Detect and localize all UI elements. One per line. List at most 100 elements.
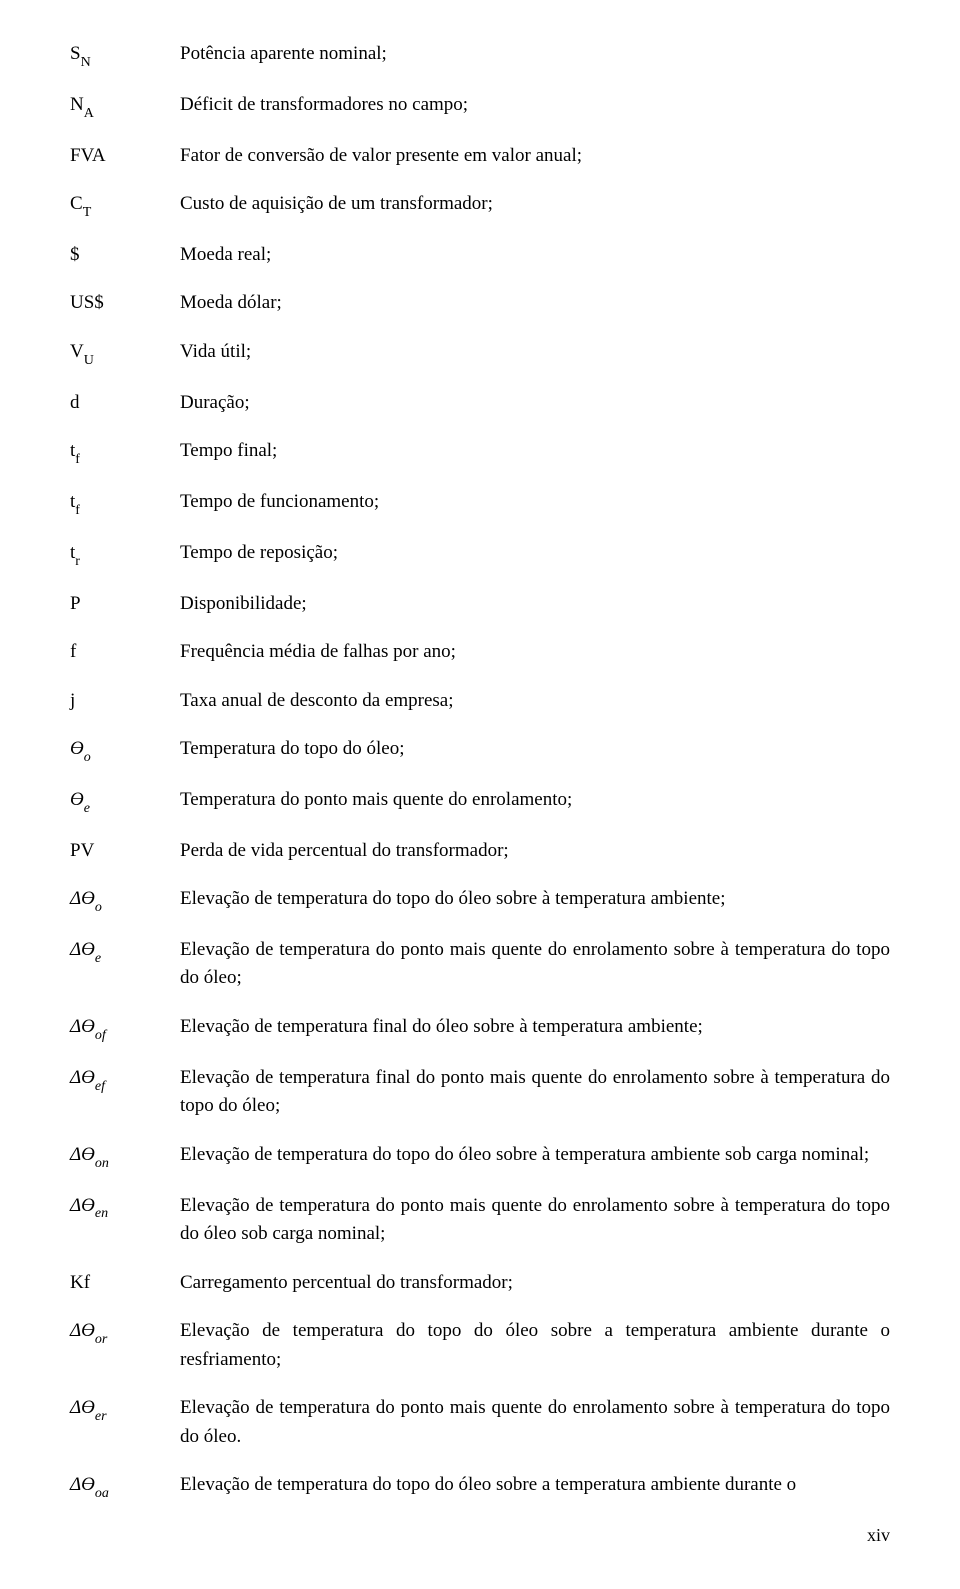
definition-text: Frequência média de falhas por ano; xyxy=(180,638,890,667)
symbol-subscript: f xyxy=(75,452,80,467)
symbol: PV xyxy=(70,837,180,866)
definition-row: ΔϴonElevação de temperatura do topo do ó… xyxy=(70,1141,890,1172)
symbol-subscript: f xyxy=(75,503,80,518)
symbol-subscript: ef xyxy=(95,1079,105,1094)
symbol-subscript: of xyxy=(95,1028,106,1043)
symbol-subscript: T xyxy=(83,205,92,220)
symbol-main: V xyxy=(70,341,84,362)
symbol: ϴo xyxy=(70,735,180,766)
definition-text: Taxa anual de desconto da empresa; xyxy=(180,687,890,716)
definition-text: Elevação de temperatura do ponto mais qu… xyxy=(180,1192,890,1249)
symbol: tf xyxy=(70,437,180,468)
symbol-main: US$ xyxy=(70,292,104,313)
definition-text: Custo de aquisição de um transformador; xyxy=(180,190,890,219)
definition-text: Temperatura do ponto mais quente do enro… xyxy=(180,786,890,815)
symbol-main: Δϴ xyxy=(70,888,95,909)
definition-text: Elevação de temperatura do ponto mais qu… xyxy=(180,936,890,993)
symbol-main: Δϴ xyxy=(70,1320,95,1341)
symbol: US$ xyxy=(70,289,180,318)
symbol-main: d xyxy=(70,392,80,413)
symbol-main: S xyxy=(70,43,81,64)
symbol: Kf xyxy=(70,1269,180,1298)
symbol-subscript: e xyxy=(95,951,101,966)
definition-text: Moeda dólar; xyxy=(180,289,890,318)
definition-text: Fator de conversão de valor presente em … xyxy=(180,142,890,171)
definition-row: NADéficit de transformadores no campo; xyxy=(70,91,890,122)
symbol: Δϴen xyxy=(70,1192,180,1223)
symbol: j xyxy=(70,687,180,716)
symbol: Δϴon xyxy=(70,1141,180,1172)
definition-text: Tempo final; xyxy=(180,437,890,466)
symbol-subscript: r xyxy=(75,554,80,569)
symbol-main: P xyxy=(70,593,81,614)
symbol-main: FVA xyxy=(70,145,106,166)
definition-text: Elevação de temperatura final do óleo so… xyxy=(180,1013,890,1042)
definition-row: $ Moeda real; xyxy=(70,241,890,270)
symbol: $ xyxy=(70,241,180,270)
symbol: ϴe xyxy=(70,786,180,817)
symbol-main: Δϴ xyxy=(70,939,95,960)
definition-row: ΔϴerElevação de temperatura do ponto mai… xyxy=(70,1394,890,1451)
symbol: d xyxy=(70,389,180,418)
definition-row: fFrequência média de falhas por ano; xyxy=(70,638,890,667)
symbol-main: N xyxy=(70,94,84,115)
definition-row: SNPotência aparente nominal; xyxy=(70,40,890,71)
symbol: Δϴoa xyxy=(70,1471,180,1502)
symbol-main: PV xyxy=(70,840,94,861)
symbol-subscript: en xyxy=(95,1206,108,1221)
definition-text: Elevação de temperatura do ponto mais qu… xyxy=(180,1394,890,1451)
symbol-main: Δϴ xyxy=(70,1067,95,1088)
definition-text: Elevação de temperatura do topo do óleo … xyxy=(180,1471,890,1500)
definition-text: Duração; xyxy=(180,389,890,418)
symbol: FVA xyxy=(70,142,180,171)
definition-row: US$ Moeda dólar; xyxy=(70,289,890,318)
definition-text: Elevação de temperatura do topo do óleo … xyxy=(180,1317,890,1374)
symbol: Δϴef xyxy=(70,1064,180,1095)
definition-row: CTCusto de aquisição de um transformador… xyxy=(70,190,890,221)
definition-row: FVA Fator de conversão de valor presente … xyxy=(70,142,890,171)
symbol: Δϴof xyxy=(70,1013,180,1044)
symbol: Δϴer xyxy=(70,1394,180,1425)
symbol: CT xyxy=(70,190,180,221)
symbol-subscript: er xyxy=(95,1409,107,1424)
definition-row: ΔϴoaElevação de temperatura do topo do ó… xyxy=(70,1471,890,1502)
symbol-subscript: on xyxy=(95,1156,109,1171)
definition-text: Tempo de funcionamento; xyxy=(180,488,890,517)
symbol-main: ϴ xyxy=(70,789,84,810)
definition-text: Elevação de temperatura do topo do óleo … xyxy=(180,885,890,914)
definition-text: Déficit de transformadores no campo; xyxy=(180,91,890,120)
symbol-subscript: o xyxy=(95,900,102,915)
definition-text: Elevação de temperatura final do ponto m… xyxy=(180,1064,890,1121)
definition-row: d Duração; xyxy=(70,389,890,418)
definition-row: trTempo de reposição; xyxy=(70,539,890,570)
symbol: SN xyxy=(70,40,180,71)
symbol: Δϴor xyxy=(70,1317,180,1348)
symbol-main: Δϴ xyxy=(70,1195,95,1216)
symbol-subscript: A xyxy=(84,106,94,121)
definition-row: P Disponibilidade; xyxy=(70,590,890,619)
definition-text: Potência aparente nominal; xyxy=(180,40,890,69)
definition-text: Tempo de reposição; xyxy=(180,539,890,568)
symbol: tr xyxy=(70,539,180,570)
symbol-main: C xyxy=(70,193,83,214)
symbol-main: j xyxy=(70,690,75,711)
definition-row: j Taxa anual de desconto da empresa; xyxy=(70,687,890,716)
definition-row: KfCarregamento percentual do transformad… xyxy=(70,1269,890,1298)
symbol-main: ϴ xyxy=(70,738,84,759)
symbol: f xyxy=(70,638,180,667)
symbol: NA xyxy=(70,91,180,122)
symbol-subscript: U xyxy=(84,353,94,368)
symbol-main: Δϴ xyxy=(70,1474,95,1495)
symbol: VU xyxy=(70,338,180,369)
definition-row: ΔϴoElevação de temperatura do topo do ól… xyxy=(70,885,890,916)
definition-row: tfTempo final; xyxy=(70,437,890,468)
symbol-main: $ xyxy=(70,244,80,265)
symbol-main: Δϴ xyxy=(70,1397,95,1418)
definition-text: Carregamento percentual do transformador… xyxy=(180,1269,890,1298)
definition-text: Elevação de temperatura do topo do óleo … xyxy=(180,1141,890,1170)
definition-text: Disponibilidade; xyxy=(180,590,890,619)
definition-row: ΔϴofElevação de temperatura final do óle… xyxy=(70,1013,890,1044)
symbol: Δϴo xyxy=(70,885,180,916)
definition-text: Temperatura do topo do óleo; xyxy=(180,735,890,764)
definition-text: Moeda real; xyxy=(180,241,890,270)
